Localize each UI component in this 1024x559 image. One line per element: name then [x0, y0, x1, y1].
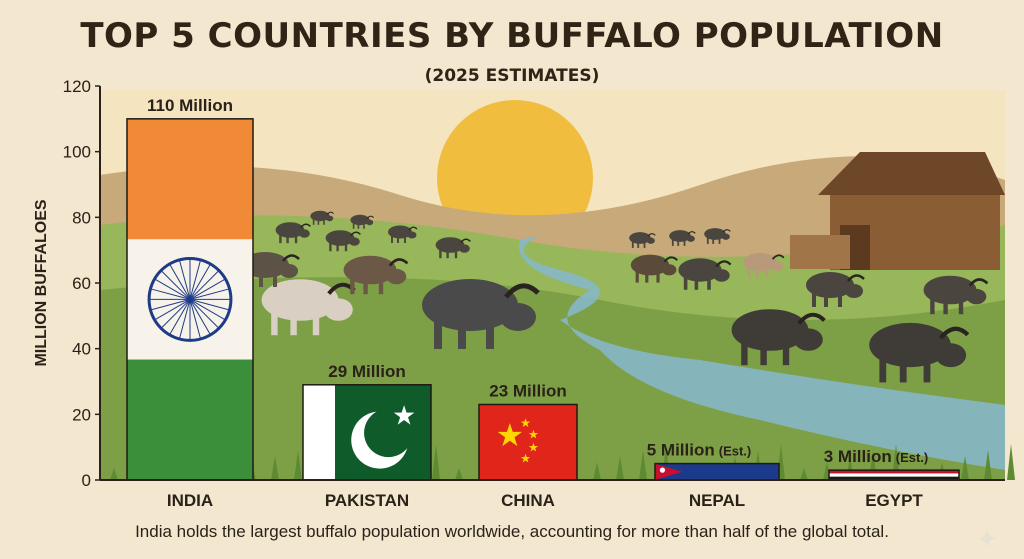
- star-icon: ★: [520, 452, 531, 466]
- flag-band-green: [127, 359, 253, 480]
- grass-tuft: [110, 468, 118, 480]
- grass-tuft: [639, 450, 647, 480]
- flag-stripe-white: [303, 384, 335, 480]
- grass-tuft: [432, 444, 440, 480]
- bar-nepal: [654, 462, 780, 481]
- buffalo-illustration: [343, 255, 409, 295]
- buffalo-illustration: [923, 275, 989, 315]
- value-label: 29 Million: [328, 362, 405, 381]
- buffalo-illustration: [630, 254, 678, 283]
- flag-band-red: [829, 470, 959, 474]
- y-tick-label: 60: [72, 274, 91, 293]
- y-axis: 0 20 40 60 80 100 120 MILLION BUFFALOES: [33, 77, 1005, 490]
- flag-field-blue: [655, 463, 779, 480]
- flag-field-red: [479, 404, 577, 480]
- flag-band-saffron: [127, 118, 253, 240]
- flag-band-white: [829, 473, 959, 477]
- grass-tuft: [455, 468, 463, 480]
- star-icon: ★: [520, 416, 531, 430]
- value-label: 23 Million: [489, 381, 566, 400]
- category-label: CHINA: [501, 491, 555, 510]
- grass-tuft: [294, 450, 302, 480]
- buffalo-illustration: [678, 258, 732, 290]
- bar-egypt: [828, 469, 960, 481]
- grass-tuft: [616, 456, 624, 480]
- grass-tuft: [800, 468, 808, 480]
- sparkle-icon: ✦: [976, 524, 998, 554]
- buffalo-illustration: [731, 309, 826, 366]
- buffalo-illustration: [350, 214, 374, 229]
- value-label: 3 Million (Est.): [824, 447, 929, 466]
- sun-icon: [659, 467, 666, 473]
- star-icon: ★: [496, 418, 524, 454]
- grass-tuft: [984, 450, 992, 480]
- barn-roof: [818, 152, 1005, 195]
- buffalo-illustration: [629, 232, 656, 248]
- farm-scene-illustration: [100, 90, 1015, 480]
- chart-caption: India holds the largest buffalo populati…: [135, 522, 889, 541]
- buffalo-illustration: [669, 230, 696, 246]
- grass-tuft: [593, 462, 601, 480]
- star-icon: ★: [528, 440, 539, 454]
- y-tick-label: 20: [72, 405, 91, 424]
- chart-subtitle: (2025 ESTIMATES): [424, 66, 600, 86]
- grass-tuft: [271, 456, 279, 480]
- grass-tuft: [1007, 444, 1015, 480]
- buffalo-illustration: [422, 279, 540, 349]
- grass-tuft: [961, 456, 969, 480]
- river: [518, 235, 1005, 470]
- buffalo-illustration: [275, 222, 311, 244]
- buffalo-illustration: [704, 228, 731, 244]
- category-label: PAKISTAN: [325, 491, 409, 510]
- value-label: 5 Million (Est.): [647, 441, 752, 460]
- bar-pakistan: ★: [302, 384, 432, 481]
- y-axis-title: MILLION BUFFALOES: [33, 199, 50, 366]
- buffalo-illustration: [869, 322, 970, 383]
- bar-india: [126, 118, 254, 481]
- buffalo-illustration: [388, 225, 418, 243]
- buffalo-illustration: [310, 210, 334, 225]
- star-icon: ★: [528, 427, 539, 441]
- value-label: 110 Million: [147, 96, 233, 115]
- y-tick-label: 100: [63, 143, 91, 162]
- y-tick-label: 40: [72, 340, 91, 359]
- y-tick-label: 120: [63, 77, 91, 96]
- bars-layer: ★★★★★★: [126, 118, 960, 481]
- category-label: EGYPT: [865, 491, 923, 510]
- buffalo-illustration: [325, 230, 361, 252]
- buffalo-illustration: [806, 272, 865, 307]
- labels-layer: 110 Million INDIA 29 Million PAKISTAN 23 Mil…: [147, 96, 928, 510]
- buffalo-illustration: [435, 237, 471, 259]
- category-label: INDIA: [167, 491, 213, 510]
- buffalo-illustration: [743, 252, 785, 278]
- flag-band-black: [829, 476, 959, 480]
- category-label: NEPAL: [689, 491, 745, 510]
- chart-title: TOP 5 COUNTRIES BY BUFFALO POPULATION: [80, 16, 944, 56]
- y-tick-label: 0: [82, 471, 91, 490]
- bar-china: ★★★★★: [478, 403, 578, 481]
- star-icon: ★: [392, 400, 416, 431]
- barn-shed: [790, 235, 850, 269]
- y-tick-label: 80: [72, 208, 91, 227]
